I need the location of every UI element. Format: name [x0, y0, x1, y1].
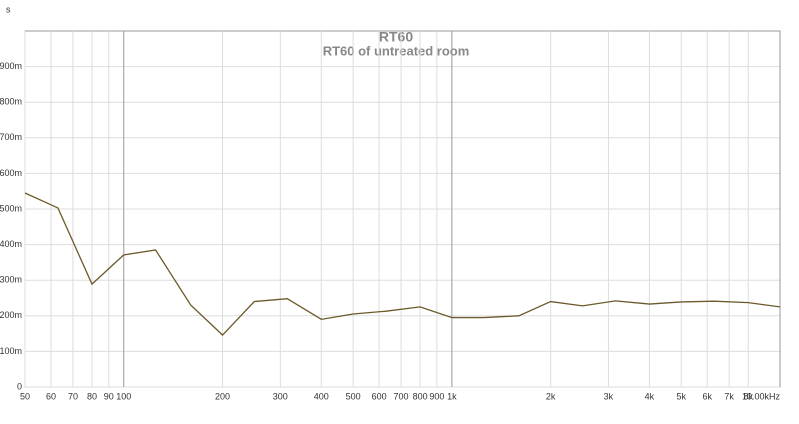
x-tick-label: 50: [20, 391, 30, 401]
x-tick-label: 6k: [702, 391, 712, 401]
x-tick-label: 400: [314, 391, 329, 401]
x-tick-label: 3k: [604, 391, 614, 401]
x-tick-label: 300: [273, 391, 288, 401]
y-tick-label: 300m: [0, 275, 22, 285]
x-tick-label: 600: [372, 391, 387, 401]
y-tick-label: 700m: [0, 132, 22, 142]
x-tick-label: 8k: [743, 391, 753, 401]
data-line: [24, 192, 781, 336]
x-tick-label: 70: [68, 391, 78, 401]
x-tick-label: 4k: [645, 391, 655, 401]
x-tick-label: 60: [46, 391, 56, 401]
y-tick-label: 600m: [0, 168, 22, 178]
x-tick-label: 90: [104, 391, 114, 401]
x-tick-label: 900: [429, 391, 444, 401]
y-tick-label: 0: [17, 381, 22, 391]
x-tick-label: 200: [215, 391, 230, 401]
x-tick-label: 100: [116, 391, 131, 401]
x-tick-label: 5k: [676, 391, 686, 401]
x-tick-label: 1k: [447, 391, 457, 401]
y-tick-label: 400m: [0, 239, 22, 249]
y-tick-label: 900m: [0, 61, 22, 71]
y-tick-label: 500m: [0, 203, 22, 213]
x-tick-label: 2k: [546, 391, 556, 401]
x-tick-label: 7k: [724, 391, 734, 401]
y-axis-unit: s: [6, 4, 11, 14]
chart-title: RT60: [379, 29, 413, 45]
x-tick-label: 10.00kHz: [742, 391, 781, 401]
x-tick-label: 700: [394, 391, 409, 401]
x-tick-label: 500: [346, 391, 361, 401]
y-tick-label: 100m: [0, 346, 22, 356]
chart-subtitle: RT60 of untreated room: [323, 43, 470, 58]
x-tick-label: 800: [413, 391, 428, 401]
y-tick-label: 200m: [0, 310, 22, 320]
x-tick-label: 80: [87, 391, 97, 401]
y-tick-label: 800m: [0, 97, 22, 107]
